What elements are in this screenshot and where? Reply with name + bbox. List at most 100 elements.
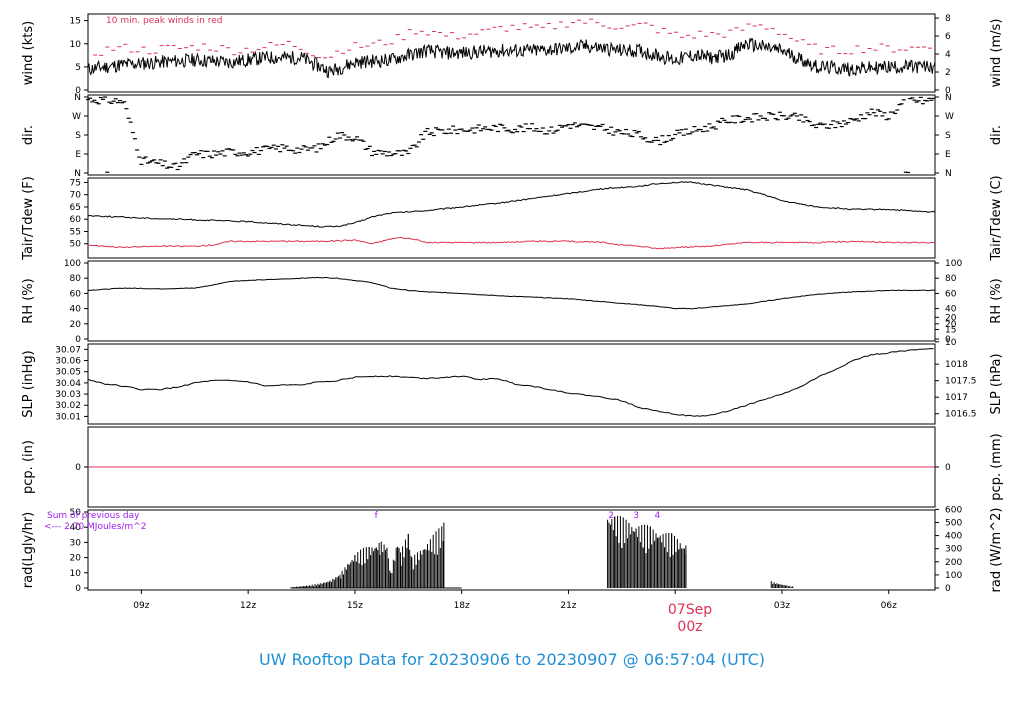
y-right-tick-label: 400	[945, 532, 962, 542]
y-tick-label: S	[75, 131, 81, 141]
y-right-tick-label: 600	[945, 505, 962, 515]
panel-frame-temp	[87, 177, 936, 259]
panel-frame-wind	[87, 13, 936, 93]
y-tick-label: 10	[70, 40, 82, 50]
y-axis-label: SLP (inHg)	[21, 350, 36, 418]
y-tick-label: 75	[70, 178, 81, 188]
x-tick-label: 12z	[240, 601, 256, 611]
x-tick-label: 09z	[133, 601, 149, 611]
radiation-sum-value: <--- 2.70 MJoules/m^2	[44, 522, 146, 532]
y-right-tick-label: 0	[945, 463, 951, 473]
y-right-tick-label: 300	[945, 545, 962, 555]
y-tick-label: N	[74, 93, 81, 103]
x-tick-label: 21z	[560, 601, 576, 611]
series-line-rh	[87, 276, 936, 310]
y-right-tick-label: 2	[945, 68, 951, 78]
y-tick-label: 30.05	[55, 368, 81, 378]
date-marker-hour: 00z	[677, 619, 702, 635]
y-axis-label: Tair/Tdew (F)	[21, 176, 36, 261]
y-axis-label-right: RH (%)	[989, 278, 1004, 323]
sun-marker: 3	[633, 511, 639, 521]
y-tick-label: 10	[70, 569, 82, 579]
y-axis-label-right: rad (W/m^2)	[989, 508, 1004, 593]
y-right-tick-label: E	[945, 150, 951, 160]
y-right-tick-label: N	[945, 169, 952, 179]
y-tick-label: 40	[70, 523, 82, 533]
y-tick-label: 60	[70, 289, 82, 299]
y-right-tick-label: 1017	[945, 393, 968, 403]
y-tick-label: 0	[75, 86, 81, 96]
y-axis-label: rad(Lgly/hr)	[21, 512, 36, 588]
y-tick-label: 30.02	[55, 401, 81, 411]
y-right-tick-label: 1016.5	[945, 410, 977, 420]
y-tick-label: 100	[64, 259, 81, 269]
x-tick-label: 15z	[347, 601, 363, 611]
y-axis-label-right: SLP (hPa)	[989, 353, 1004, 414]
y-right-tick-label: 500	[945, 518, 962, 528]
series-line-wind	[87, 37, 936, 79]
y-right-tick-label: S	[945, 131, 951, 141]
y-right-tick-label: 20	[945, 320, 957, 330]
y-axis-label-right: Tair/Tdew (C)	[989, 175, 1004, 261]
y-axis-label: RH (%)	[21, 278, 36, 323]
y-tick-label: W	[72, 112, 81, 122]
y-tick-label: 50	[70, 240, 82, 250]
y-right-tick-label: N	[945, 93, 952, 103]
x-tick-label: 06z	[881, 601, 897, 611]
y-tick-label: 0	[75, 335, 81, 345]
x-tick-label: 18z	[454, 601, 470, 611]
panel-frame-dir	[87, 94, 936, 176]
y-tick-label: 60	[70, 215, 82, 225]
y-right-tick-label: 40	[945, 305, 957, 315]
y-tick-label: 70	[70, 191, 82, 201]
y-axis-label-right: wind (m/s)	[989, 19, 1004, 88]
y-right-tick-label: 0	[945, 584, 951, 594]
panel-frame-slp	[87, 343, 936, 425]
y-tick-label: 0	[75, 463, 81, 473]
y-right-tick-label: 10	[945, 338, 957, 348]
y-tick-label: 0	[75, 584, 81, 594]
y-axis-label: wind (kts)	[21, 21, 36, 85]
series-line-temp	[87, 181, 936, 228]
panel-rad: 010203040500100200300400500600rad(Lgly/h…	[21, 505, 1004, 594]
y-right-tick-label: 1018	[945, 360, 968, 370]
y-tick-label: 40	[70, 305, 82, 315]
series-line-temp	[87, 236, 935, 250]
y-right-tick-label: 100	[945, 571, 962, 581]
y-right-tick-label: 20	[945, 313, 957, 323]
y-tick-label: 30.01	[55, 412, 81, 422]
y-tick-label: 50	[70, 508, 82, 518]
y-tick-label: 20	[70, 554, 82, 564]
y-right-tick-label: 200	[945, 558, 962, 568]
y-right-tick-label: 100	[945, 259, 962, 269]
y-right-tick-label: 80	[945, 274, 957, 284]
y-axis-label: dir.	[21, 125, 36, 145]
y-axis-label-right: pcp. (mm)	[989, 433, 1004, 500]
radiation-sum-note: Sum of previous day	[47, 511, 140, 521]
y-tick-label: 30.07	[55, 345, 81, 355]
y-right-tick-label: 60	[945, 289, 957, 299]
y-right-tick-label: 0	[945, 335, 951, 345]
panel-wind: 0 5 10 15 0 2 4 6 8 wind (kts) wind (m/s) 10 min. p…	[21, 13, 1004, 96]
y-axis-label-right: dir.	[989, 125, 1004, 145]
y-tick-label: 30.03	[55, 390, 81, 400]
panel-pcp: 0 0 pcp. (in) pcp. (mm)	[21, 426, 1004, 508]
x-tick-label: 03z	[774, 601, 790, 611]
series-line-slp	[87, 347, 934, 417]
y-right-tick-label: 8	[945, 14, 951, 24]
y-tick-label: 30.04	[55, 379, 81, 389]
y-tick-label: 55	[70, 227, 81, 237]
time-axis: 09z 12z 15z 18z 21z 03z 06z	[133, 590, 897, 611]
y-right-tick-label: 4	[945, 50, 951, 60]
y-tick-label: 30	[70, 538, 82, 548]
sun-marker: f	[375, 511, 379, 521]
page-title: UW Rooftop Data for 20230906 to 20230907…	[259, 650, 765, 669]
y-tick-label: 5	[75, 63, 81, 73]
